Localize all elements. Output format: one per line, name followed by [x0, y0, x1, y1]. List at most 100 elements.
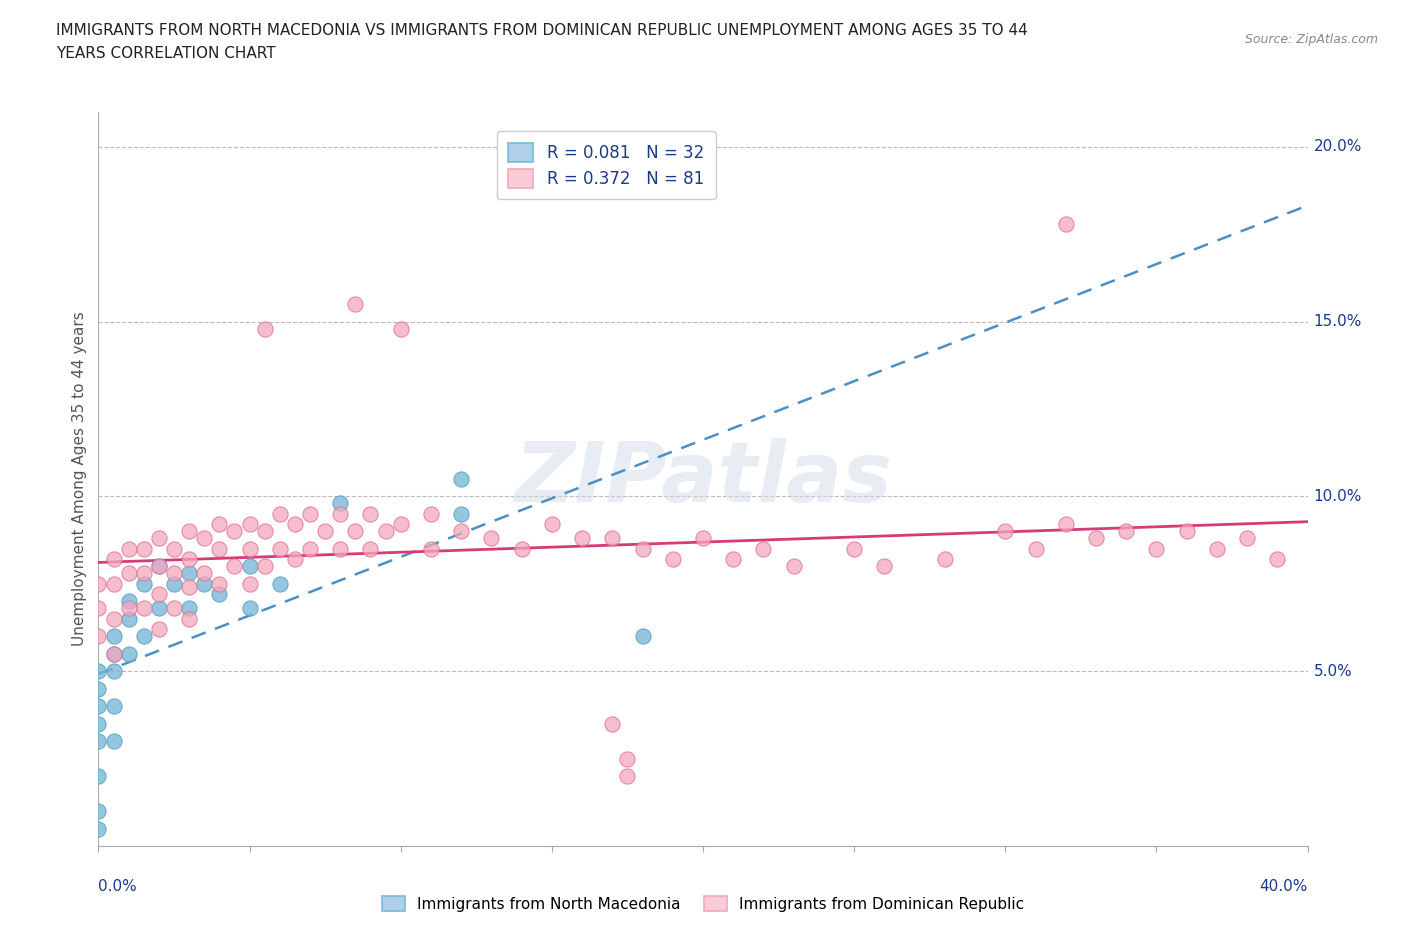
Point	[420, 507, 443, 522]
Point	[87, 682, 110, 697]
Point	[783, 559, 806, 574]
Point	[616, 751, 638, 766]
Point	[602, 716, 624, 731]
Point	[1175, 524, 1198, 538]
Point	[253, 321, 276, 336]
Point	[103, 611, 125, 626]
Text: 40.0%: 40.0%	[1260, 880, 1308, 895]
Point	[103, 646, 125, 661]
Point	[118, 594, 141, 609]
Point	[329, 496, 352, 511]
Point	[994, 524, 1017, 538]
Point	[87, 699, 110, 714]
Text: YEARS CORRELATION CHART: YEARS CORRELATION CHART	[56, 46, 276, 61]
Point	[360, 507, 382, 522]
Point	[269, 507, 291, 522]
Point	[934, 552, 956, 567]
Point	[179, 580, 201, 595]
Point	[87, 821, 110, 836]
Point	[299, 541, 322, 556]
Point	[148, 559, 170, 574]
Point	[239, 577, 262, 591]
Point	[389, 517, 412, 532]
Point	[269, 541, 291, 556]
Point	[723, 552, 745, 567]
Point	[571, 531, 593, 546]
Point	[661, 552, 683, 567]
Point	[132, 577, 155, 591]
Point	[148, 622, 170, 637]
Point	[450, 524, 472, 538]
Point	[179, 601, 201, 616]
Point	[314, 524, 336, 538]
Point	[481, 531, 503, 546]
Point	[1085, 531, 1108, 546]
Point	[193, 577, 215, 591]
Point	[269, 577, 291, 591]
Point	[179, 552, 201, 567]
Point	[87, 804, 110, 818]
Point	[103, 552, 125, 567]
Y-axis label: Unemployment Among Ages 35 to 44 years: Unemployment Among Ages 35 to 44 years	[72, 312, 87, 646]
Point	[450, 472, 472, 486]
Point	[224, 559, 246, 574]
Point	[1144, 541, 1167, 556]
Point	[253, 559, 276, 574]
Point	[103, 664, 125, 679]
Point	[118, 646, 141, 661]
Point	[510, 541, 533, 556]
Text: 20.0%: 20.0%	[1313, 140, 1362, 154]
Point	[132, 541, 155, 556]
Point	[344, 524, 367, 538]
Point	[132, 629, 155, 644]
Point	[118, 611, 141, 626]
Point	[87, 769, 110, 784]
Point	[224, 524, 246, 538]
Point	[163, 566, 186, 581]
Point	[692, 531, 714, 546]
Point	[132, 566, 155, 581]
Point	[329, 541, 352, 556]
Point	[631, 541, 654, 556]
Point	[374, 524, 396, 538]
Point	[87, 629, 110, 644]
Point	[253, 524, 276, 538]
Point	[208, 587, 231, 602]
Point	[450, 507, 472, 522]
Point	[1267, 552, 1289, 567]
Point	[208, 541, 231, 556]
Point	[208, 577, 231, 591]
Point	[163, 601, 186, 616]
Point	[239, 601, 262, 616]
Point	[616, 769, 638, 784]
Point	[1115, 524, 1137, 538]
Text: IMMIGRANTS FROM NORTH MACEDONIA VS IMMIGRANTS FROM DOMINICAN REPUBLIC UNEMPLOYME: IMMIGRANTS FROM NORTH MACEDONIA VS IMMIG…	[56, 23, 1028, 38]
Text: 10.0%: 10.0%	[1313, 489, 1362, 504]
Point	[420, 541, 443, 556]
Point	[103, 629, 125, 644]
Point	[344, 297, 367, 312]
Point	[118, 541, 141, 556]
Point	[208, 517, 231, 532]
Point	[1206, 541, 1229, 556]
Point	[752, 541, 775, 556]
Point	[103, 646, 125, 661]
Point	[163, 577, 186, 591]
Point	[163, 541, 186, 556]
Point	[179, 524, 201, 538]
Point	[193, 566, 215, 581]
Point	[87, 734, 110, 749]
Point	[148, 601, 170, 616]
Point	[631, 629, 654, 644]
Point	[360, 541, 382, 556]
Point	[87, 601, 110, 616]
Point	[299, 507, 322, 522]
Point	[132, 601, 155, 616]
Point	[1024, 541, 1046, 556]
Point	[1054, 216, 1077, 231]
Point	[148, 587, 170, 602]
Point	[87, 664, 110, 679]
Point	[87, 716, 110, 731]
Point	[179, 611, 201, 626]
Point	[239, 517, 262, 532]
